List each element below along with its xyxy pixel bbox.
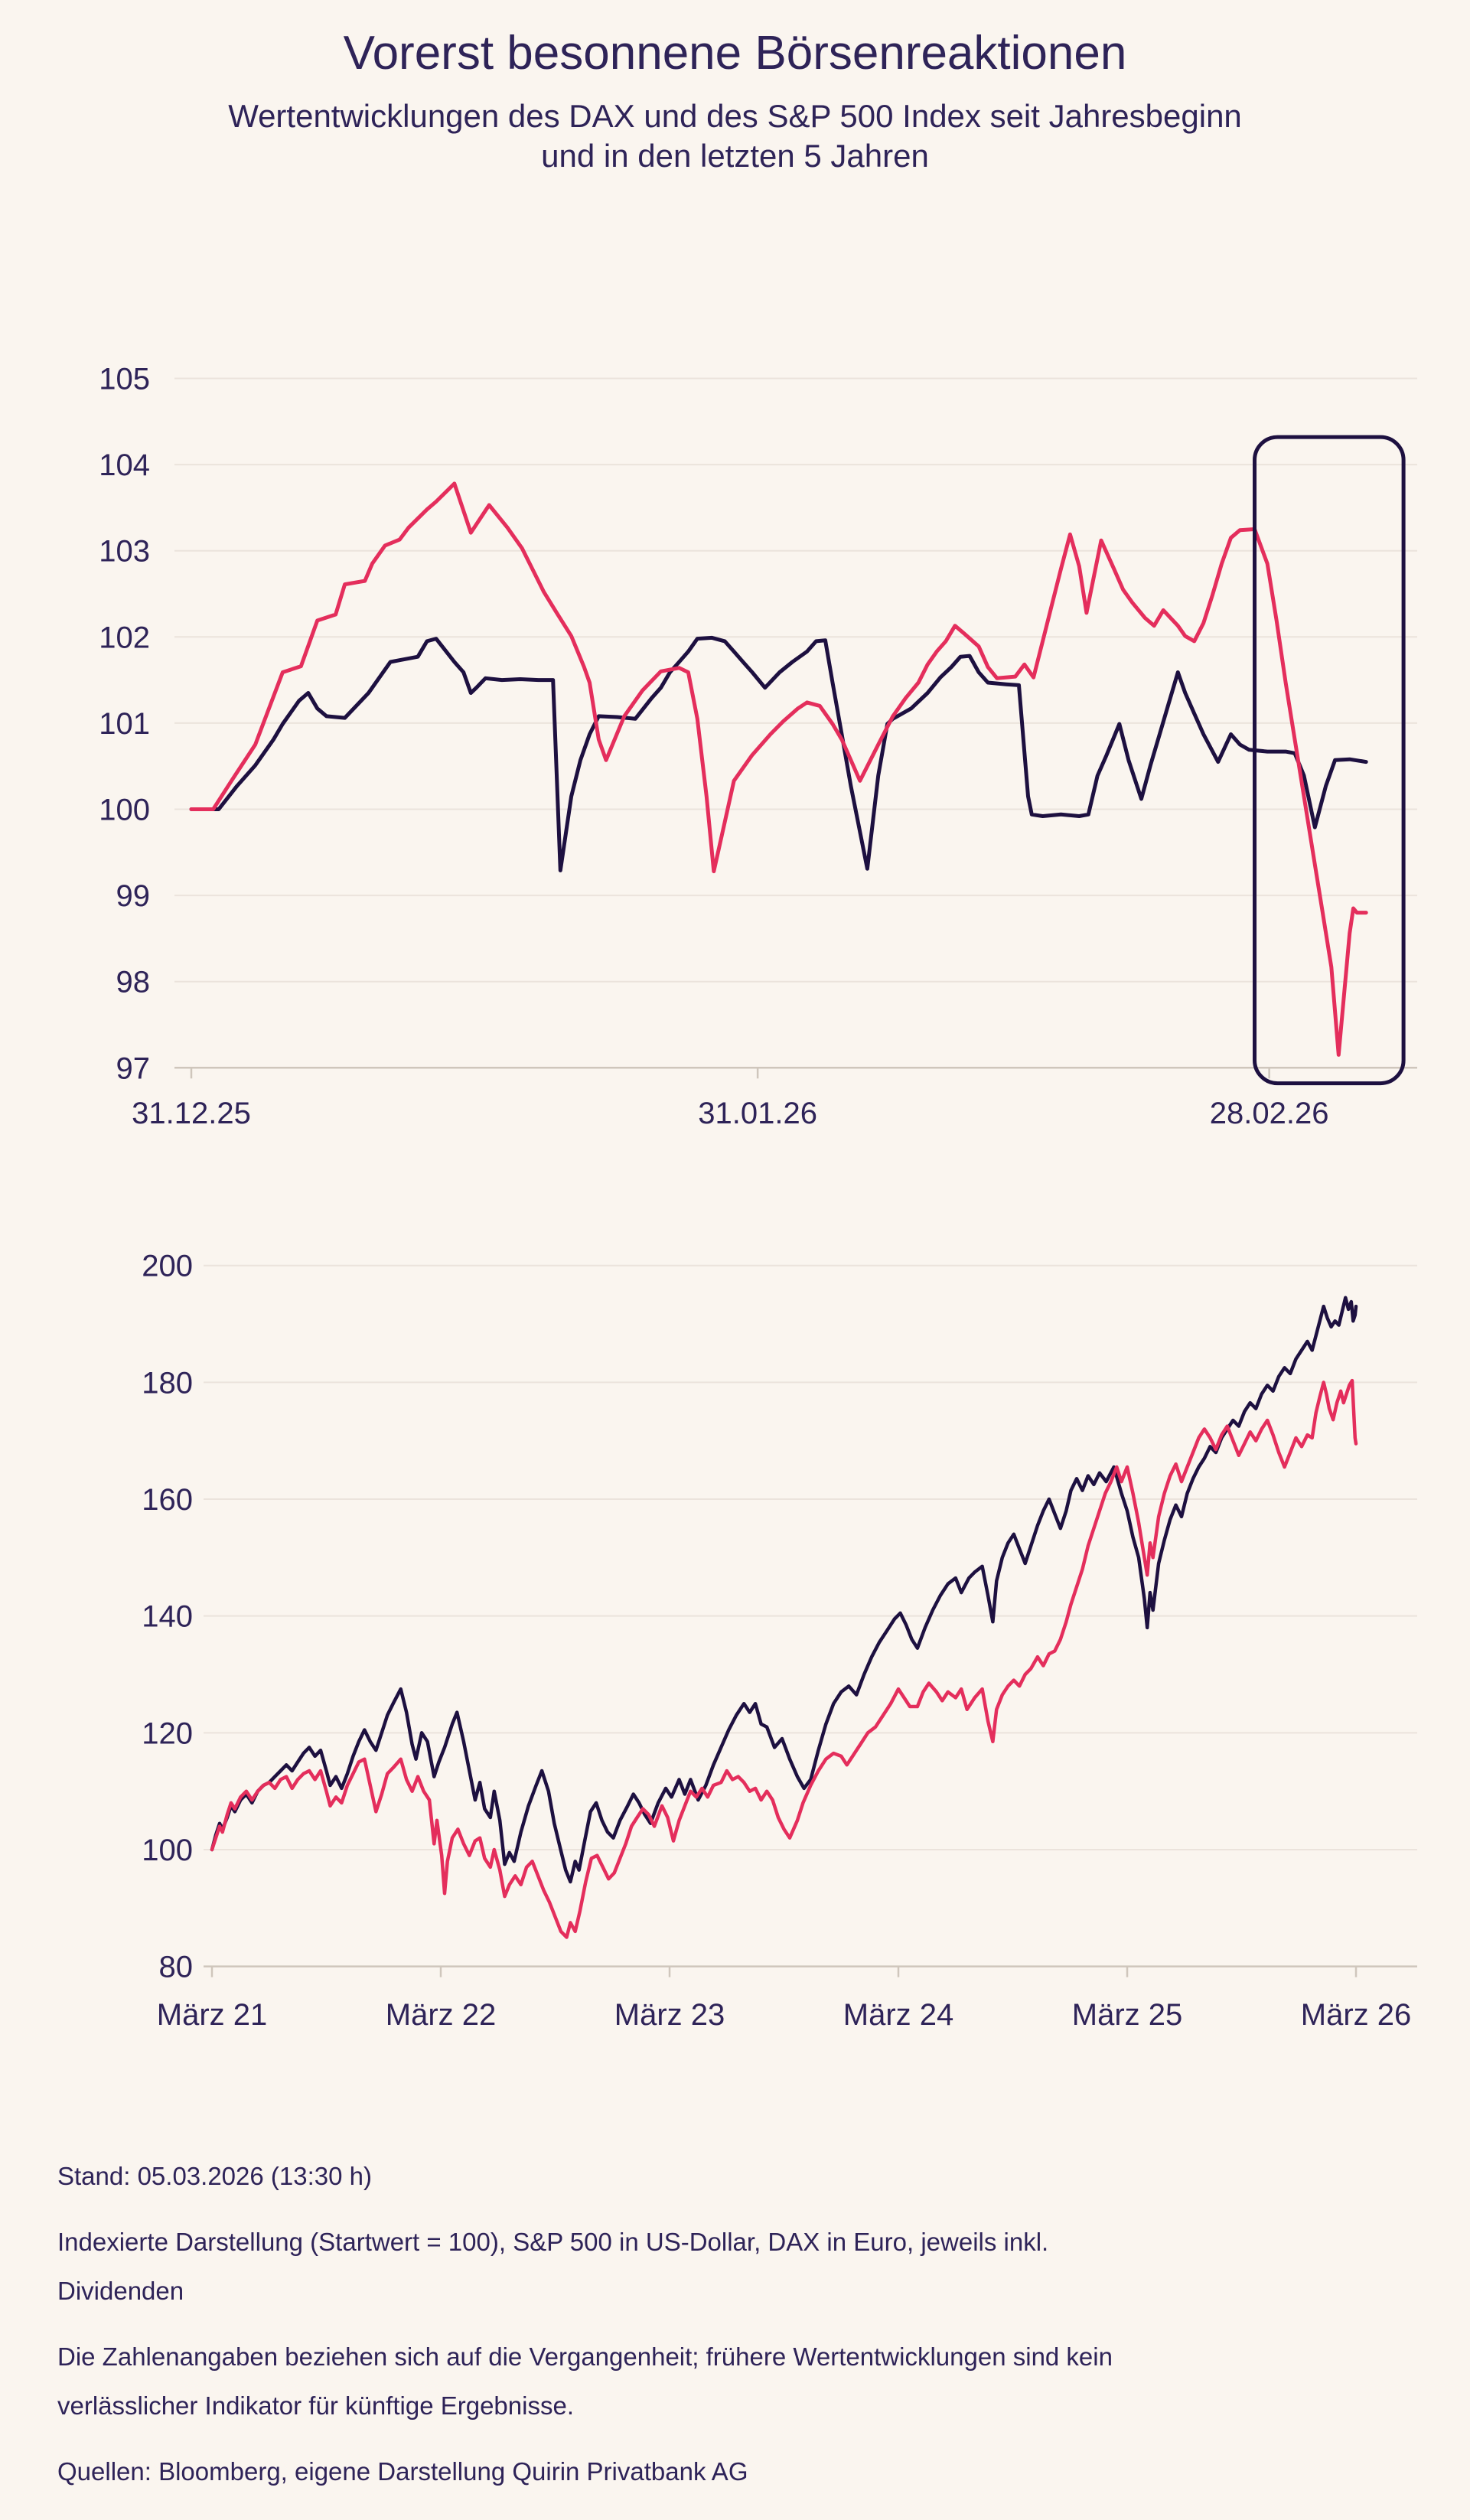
five_year-x-tick-label: März 24 [843, 1998, 954, 2032]
five_year-x-tick-label: März 23 [614, 1998, 725, 2032]
ytd-y-tick-label: 105 [99, 363, 150, 396]
ytd-x-tick-label: 31.12.25 [132, 1097, 251, 1130]
disclaimer-line-1: Die Zahlenangaben beziehen sich auf die … [57, 2342, 1113, 2371]
five_year-y-tick-label: 200 [142, 1250, 193, 1283]
sp500-line-ytd [189, 635, 1368, 872]
five_year-x-tick-label: März 25 [1072, 1998, 1183, 2032]
footer-index-note: Indexierte Darstellung (Startwert = 100)… [57, 2218, 1427, 2316]
five_year-x-tick-label: März 26 [1301, 1998, 1412, 2032]
ytd-y-tick-label: 102 [99, 621, 150, 654]
dax-line-ytd [189, 481, 1368, 1057]
footer-disclaimer: Die Zahlenangaben beziehen sich auf die … [57, 2333, 1427, 2430]
subtitle-line-1: Wertentwicklungen des DAX und des S&P 50… [228, 98, 1242, 134]
five_year-y-tick-label: 100 [142, 1834, 193, 1867]
recent-slump-highlight-box [1253, 435, 1406, 1086]
index-note-line-1: Indexierte Darstellung (Startwert = 100)… [57, 2228, 1049, 2256]
footer-stand-line: Stand: 05.03.2026 (13:30 h) [57, 2152, 1427, 2201]
ytd-y-tick-label: 99 [116, 879, 151, 913]
five_year-y-tick-label: 140 [142, 1600, 193, 1634]
stand-text: Stand: 05.03.2026 (13:30 h) [57, 2162, 372, 2190]
ytd-y-tick-label: 98 [116, 966, 151, 999]
sources-text: Quellen: Bloomberg, eigene Darstellung Q… [57, 2457, 748, 2486]
ytd-x-tick-label: 31.01.26 [698, 1097, 817, 1130]
dax-line-five_year [210, 1378, 1358, 1939]
disclaimer-line-2: verlässlicher Indikator für künftige Erg… [57, 2391, 574, 2420]
ytd-y-tick-label: 104 [99, 448, 150, 482]
footer-sources: Quellen: Bloomberg, eigene Darstellung Q… [57, 2447, 1427, 2496]
ytd-y-tick-label: 97 [116, 1051, 151, 1085]
page-subtitle: Wertentwicklungen des DAX und des S&P 50… [0, 96, 1470, 176]
five_year-y-tick-label: 80 [159, 1951, 194, 1984]
five_year-x-tick-label: März 22 [386, 1998, 497, 2032]
subtitle-line-2: und in den letzten 5 Jahren [541, 138, 929, 174]
ytd-x-tick-label: 28.02.26 [1210, 1097, 1329, 1130]
page-title: Vorerst besonnene Börsenreaktionen [343, 27, 1127, 80]
ytd-y-tick-label: 101 [99, 707, 150, 741]
ytd-y-tick-label: 100 [99, 794, 150, 827]
sp500-line-five_year [210, 1296, 1358, 1884]
index-note-line-2: Dividenden [57, 2277, 184, 2305]
five_year-y-tick-label: 120 [142, 1716, 193, 1750]
footer-notes: Stand: 05.03.2026 (13:30 h) Indexierte D… [57, 2152, 1427, 2513]
five_year-x-tick-label: März 21 [157, 1998, 268, 2032]
five_year-y-tick-label: 160 [142, 1483, 193, 1517]
ytd-y-tick-label: 103 [99, 535, 150, 569]
five_year-y-tick-label: 180 [142, 1366, 193, 1400]
